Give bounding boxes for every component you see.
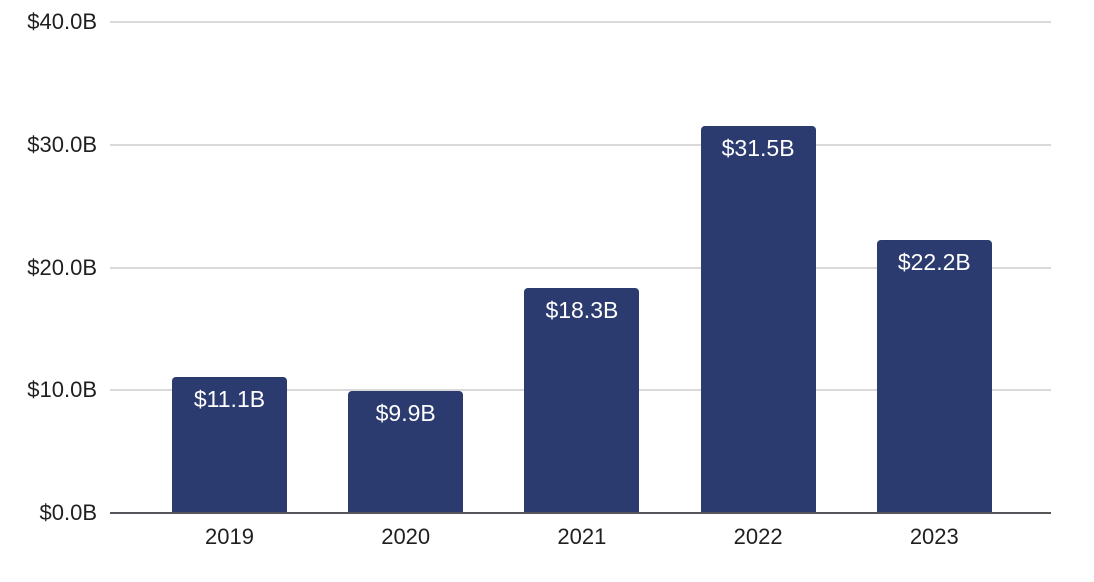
y-tick-label: $0.0B — [39, 500, 98, 525]
bar-value-label: $31.5B — [721, 135, 795, 162]
y-tick-label: $40.0B — [27, 9, 97, 34]
x-tick-label: 2019 — [205, 524, 254, 549]
y-tick-label: $20.0B — [27, 254, 97, 280]
bar-value-label: $22.2B — [897, 249, 971, 276]
bar-2019: $11.1B — [172, 376, 287, 513]
x-tick-label: 2021 — [557, 524, 607, 549]
x-tick-label: 2022 — [733, 524, 783, 549]
x-tick-label: 2023 — [909, 524, 959, 549]
y-tick-label: $30.0B — [27, 131, 97, 157]
gridline — [110, 143, 1051, 146]
bar-2022: $31.5B — [700, 126, 816, 513]
bar-2021: $18.3B — [524, 288, 640, 513]
y-tick-label: $10.0B — [27, 377, 97, 403]
bar-2023: $22.2B — [876, 240, 992, 513]
bar-2020: $9.9B — [348, 391, 464, 513]
gridline — [110, 266, 1051, 269]
bar-value-label: $9.9B — [375, 400, 436, 427]
bar-value-label: $11.1B — [193, 385, 266, 412]
bar-value-label: $18.3B — [545, 297, 619, 324]
x-tick-label: 2020 — [381, 524, 431, 549]
gridline — [110, 21, 1051, 23]
x-axis-line — [110, 512, 1051, 514]
